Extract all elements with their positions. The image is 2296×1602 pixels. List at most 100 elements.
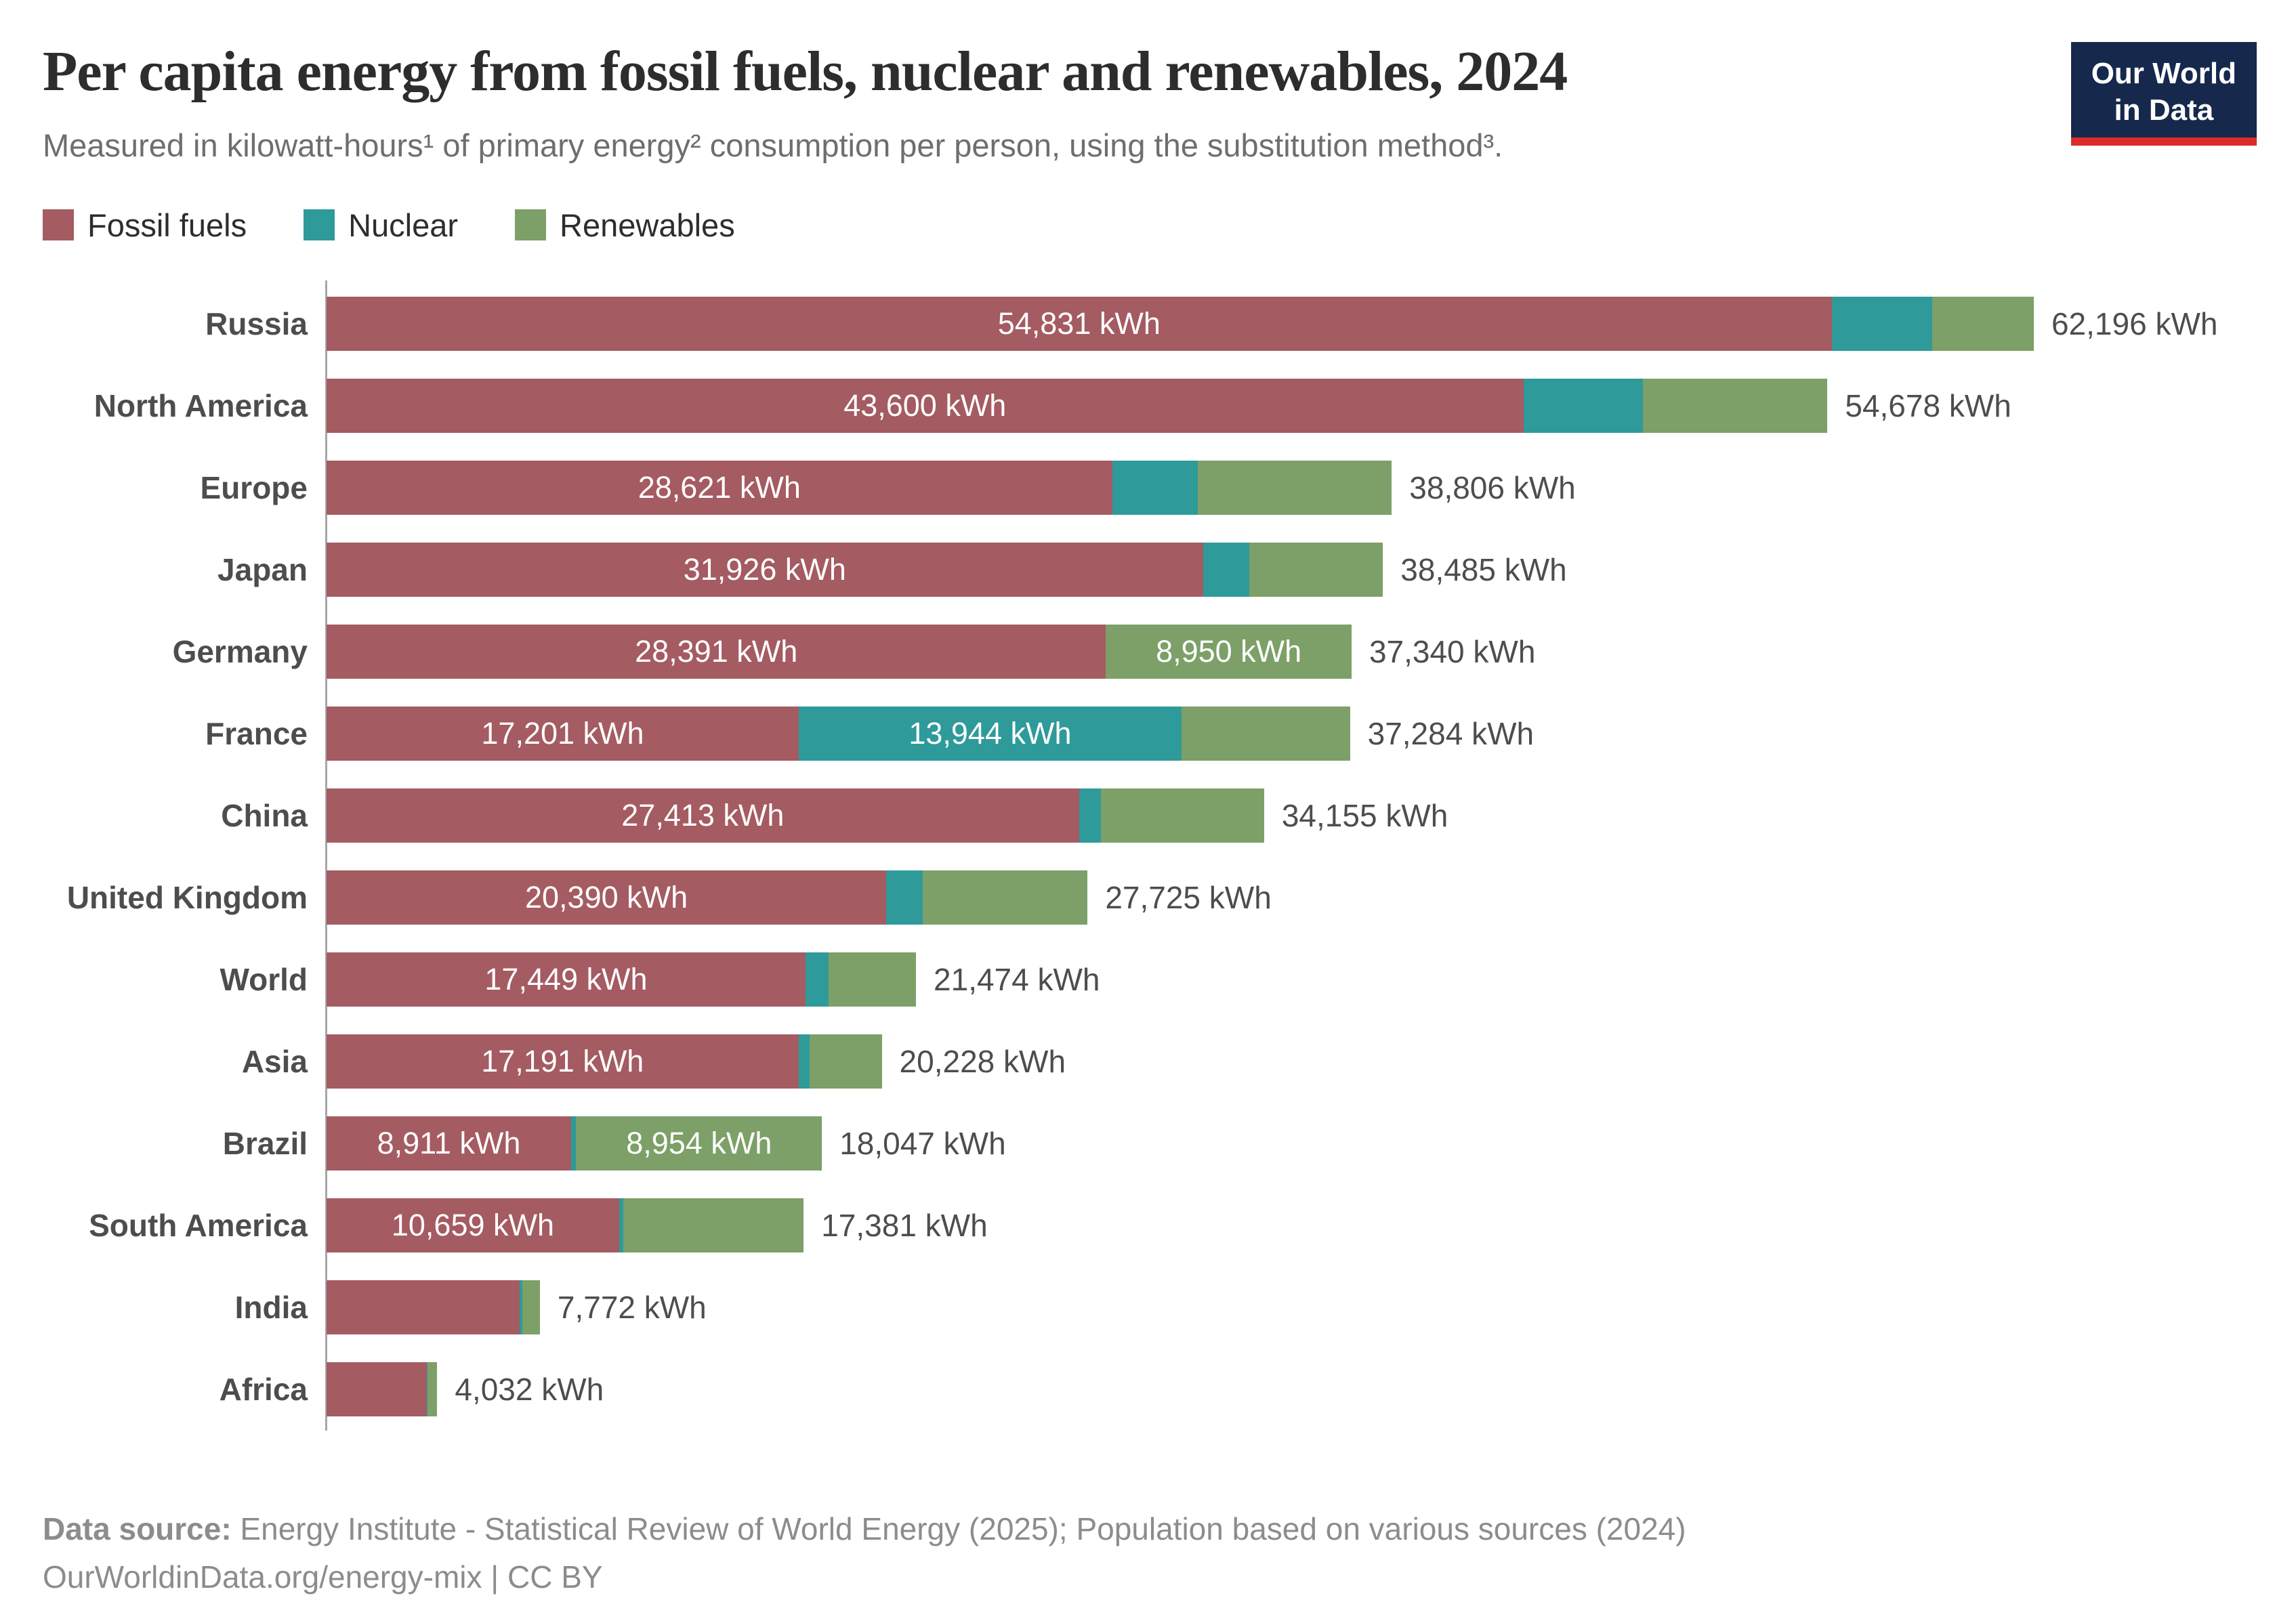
total-value-label-africa: 4,032 kWh (455, 1372, 604, 1408)
category-label-world: World (220, 962, 308, 998)
fossil-value-label: 17,449 kWh (484, 962, 648, 997)
data-source-text: Energy Institute - Statistical Review of… (231, 1511, 1686, 1546)
category-label-africa: Africa (219, 1372, 308, 1408)
total-value-label-europe: 38,806 kWh (1409, 470, 1576, 506)
stacked-bar-brazil: 8,911 kWh 8,954 kWh (327, 1116, 822, 1171)
nuclear-segment-france[interactable]: 13,944 kWh (798, 707, 1182, 761)
fossil-segment-china[interactable]: 27,413 kWh (327, 788, 1079, 843)
data-source-label: Data source: (43, 1511, 232, 1546)
fossil-value-label: 28,391 kWh (635, 634, 798, 669)
renewables-segment-india[interactable] (522, 1280, 540, 1335)
fossil-segment-africa[interactable] (327, 1362, 427, 1417)
fossil-value-label: 20,390 kWh (525, 880, 688, 915)
renewables-segment-germany[interactable]: 8,950 kWh (1106, 625, 1352, 679)
fossil-value-label: 54,831 kWh (997, 306, 1161, 341)
nuclear-segment-brazil[interactable] (571, 1116, 577, 1171)
stacked-bar-india (327, 1280, 540, 1335)
bar-row-united-kingdom: United Kingdom 20,390 kWh 27,725 kWh (67, 857, 2253, 939)
page-title: Per capita energy from fossil fuels, nuc… (43, 40, 1568, 103)
fossil-value-label: 31,926 kWh (683, 552, 846, 587)
stacked-bar-china: 27,413 kWh (327, 788, 1264, 843)
fossil-segment-brazil[interactable]: 8,911 kWh (327, 1116, 572, 1171)
bar-row-world: World 17,449 kWh 21,474 kWh (220, 939, 2253, 1021)
fossil-fuels-swatch-icon (43, 209, 74, 241)
nuclear-segment-asia[interactable] (798, 1034, 810, 1089)
fossil-value-label: 17,201 kWh (481, 716, 644, 751)
bar-row-north-america: North America 43,600 kWh 54,678 kWh (94, 365, 2253, 447)
legend-label: Fossil fuels (87, 207, 247, 243)
renewables-value-label: 8,950 kWh (1156, 634, 1302, 669)
fossil-segment-europe[interactable]: 28,621 kWh (327, 461, 1112, 515)
bar-row-asia: Asia 17,191 kWh 20,228 kWh (242, 1021, 2253, 1103)
stacked-bar-japan: 31,926 kWh (327, 543, 1383, 597)
category-label-brazil: Brazil (222, 1126, 308, 1162)
fossil-value-label: 8,911 kWh (377, 1126, 521, 1161)
renewables-segment-south-america[interactable] (623, 1198, 804, 1253)
fossil-segment-russia[interactable]: 54,831 kWh (327, 297, 1832, 352)
fossil-segment-north-america[interactable]: 43,600 kWh (327, 379, 1524, 434)
fossil-segment-japan[interactable]: 31,926 kWh (327, 543, 1203, 597)
bar-row-russia: Russia 54,831 kWh 62,196 kWh (205, 283, 2253, 365)
nuclear-segment-world[interactable] (805, 952, 829, 1007)
bar-row-china: China 27,413 kWh 34,155 kWh (221, 775, 2253, 857)
bar-row-france: France 17,201 kWh 13,944 kWh 37,284 kWh (205, 693, 2253, 775)
total-value-label-brazil: 18,047 kWh (839, 1126, 1006, 1162)
fossil-segment-france[interactable]: 17,201 kWh (327, 707, 799, 761)
legend-item-renewables: Renewables (515, 207, 735, 244)
legend-label: Nuclear (348, 207, 459, 243)
fossil-segment-india[interactable] (327, 1280, 520, 1335)
nuclear-segment-india[interactable] (520, 1280, 522, 1335)
nuclear-segment-japan[interactable] (1203, 543, 1250, 597)
renewables-segment-russia[interactable] (1932, 297, 2034, 352)
bar-row-europe: Europe 28,621 kWh 38,806 kWh (201, 447, 2253, 529)
nuclear-segment-europe[interactable] (1112, 461, 1198, 515)
nuclear-segment-south-america[interactable] (619, 1198, 623, 1253)
legend-item-fossil-fuels: Fossil fuels (43, 207, 247, 244)
bar-row-germany: Germany 28,391 kWh 8,950 kWh 37,340 kWh (173, 611, 2253, 693)
plot-area: Russia 54,831 kWh 62,196 kWh North America 4… (67, 280, 2253, 1431)
renewables-segment-japan[interactable] (1249, 543, 1383, 597)
data-source-line: Data source: Energy Institute - Statisti… (43, 1505, 1686, 1553)
category-label-russia: Russia (205, 306, 308, 342)
category-label-japan: Japan (217, 552, 308, 588)
stacked-bar-europe: 28,621 kWh (327, 461, 1392, 515)
renewables-segment-north-america[interactable] (1643, 379, 1828, 434)
stacked-bar-south-america: 10,659 kWh (327, 1198, 804, 1253)
bar-row-india: India 7,772 kWh (235, 1267, 2253, 1349)
legend-item-nuclear: Nuclear (304, 207, 458, 244)
renewables-segment-brazil[interactable]: 8,954 kWh (576, 1116, 822, 1171)
fossil-segment-united-kingdom[interactable]: 20,390 kWh (327, 870, 887, 925)
nuclear-segment-united-kingdom[interactable] (886, 870, 923, 925)
total-value-label-south-america: 17,381 kWh (821, 1208, 988, 1244)
fossil-value-label: 43,600 kWh (843, 388, 1007, 423)
nuclear-segment-russia[interactable] (1831, 297, 1933, 352)
attribution-line: OurWorldinData.org/energy-mix | CC BY (43, 1559, 603, 1595)
total-value-label-north-america: 54,678 kWh (1845, 388, 2011, 424)
renewables-segment-world[interactable] (829, 952, 917, 1007)
fossil-segment-world[interactable]: 17,449 kWh (327, 952, 806, 1007)
stacked-bar-france: 17,201 kWh 13,944 kWh (327, 707, 1350, 761)
renewables-segment-united-kingdom[interactable] (923, 870, 1088, 925)
category-label-asia: Asia (241, 1044, 308, 1080)
fossil-value-label: 17,191 kWh (481, 1044, 644, 1079)
renewables-segment-china[interactable] (1100, 788, 1264, 843)
nuclear-segment-north-america[interactable] (1523, 379, 1644, 434)
total-value-label-united-kingdom: 27,725 kWh (1105, 880, 1272, 916)
page-subtitle: Measured in kilowatt-hours¹ of primary e… (43, 127, 1503, 163)
legend: Fossil fuels Nuclear Renewables (43, 207, 2253, 244)
renewables-segment-africa[interactable] (427, 1362, 438, 1417)
renewables-segment-europe[interactable] (1198, 461, 1392, 515)
fossil-segment-south-america[interactable]: 10,659 kWh (327, 1198, 619, 1253)
nuclear-segment-china[interactable] (1079, 788, 1101, 843)
total-value-label-germany: 37,340 kWh (1369, 634, 1536, 670)
fossil-value-label: 27,413 kWh (621, 798, 785, 833)
fossil-segment-germany[interactable]: 28,391 kWh (327, 625, 1106, 679)
category-label-china: China (221, 798, 308, 834)
fossil-segment-asia[interactable]: 17,191 kWh (327, 1034, 799, 1089)
renewables-segment-asia[interactable] (809, 1034, 882, 1089)
category-label-germany: Germany (172, 634, 308, 670)
legend-label: Renewables (560, 207, 735, 243)
renewables-segment-france[interactable] (1181, 707, 1350, 761)
category-label-south-america: South America (89, 1208, 308, 1244)
